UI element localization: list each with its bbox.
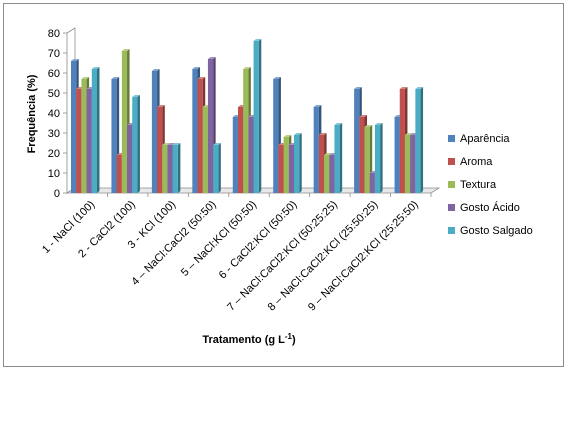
- legend-swatch: [448, 158, 455, 165]
- y-tick-label: 10: [48, 168, 60, 180]
- legend: Aparência Aroma Textura Gosto Ácido Gosto Sa…: [448, 133, 533, 237]
- legend-swatch: [448, 135, 455, 142]
- legend-item: Textura: [448, 179, 497, 191]
- bars: [71, 39, 432, 197]
- legend-item: Gosto Ácido: [448, 201, 520, 214]
- x-tick-label: 5 – NaCl:KCl (50:50): [179, 199, 259, 279]
- bar: [172, 143, 181, 193]
- bar: [374, 123, 383, 193]
- legend-swatch: [448, 227, 455, 234]
- legend-item: Gosto Salgado: [448, 225, 533, 237]
- bar: [334, 123, 343, 193]
- y-tick-label: 20: [48, 148, 60, 160]
- legend-swatch: [448, 181, 455, 188]
- x-axis-title-sup: -1: [285, 332, 293, 341]
- y-tick-label: 60: [48, 68, 60, 80]
- legend-label: Aparência: [460, 133, 510, 145]
- x-axis-title-end: ): [292, 334, 296, 346]
- bar: [415, 87, 424, 193]
- y-tick-label: 30: [48, 128, 60, 140]
- y-axis-ticks: 0 10 20 30 40 50 60 70 80: [48, 28, 67, 200]
- y-tick-label: 70: [48, 48, 60, 60]
- legend-label: Textura: [460, 179, 497, 191]
- bar: [294, 133, 302, 193]
- legend-item: Aroma: [448, 156, 493, 168]
- y-tick-label: 40: [48, 108, 60, 120]
- bar: [132, 95, 140, 193]
- bar: [253, 39, 262, 193]
- x-axis-title-main: Tratamento (g L: [202, 334, 285, 346]
- y-tick-label: 0: [54, 188, 60, 200]
- x-tick-label: 6 - CaCl2:KCl (50:50): [217, 199, 300, 282]
- bar: [213, 143, 221, 193]
- x-axis-ticks: 1 - NaCl (100)2 - CaCl2 (100)3 - KCl (10…: [40, 199, 421, 314]
- y-tick-label: 50: [48, 88, 60, 100]
- bar: [91, 67, 100, 193]
- legend-label: Gosto Salgado: [460, 225, 533, 237]
- legend-swatch: [448, 204, 455, 211]
- y-axis-title: Frequência (%): [26, 74, 38, 153]
- legend-item: Aparência: [448, 133, 510, 145]
- x-axis-title: Tratamento (g L-1): [202, 332, 296, 346]
- y-tick-label: 80: [48, 28, 60, 40]
- legend-label: Gosto Ácido: [460, 201, 520, 214]
- legend-label: Aroma: [460, 156, 493, 168]
